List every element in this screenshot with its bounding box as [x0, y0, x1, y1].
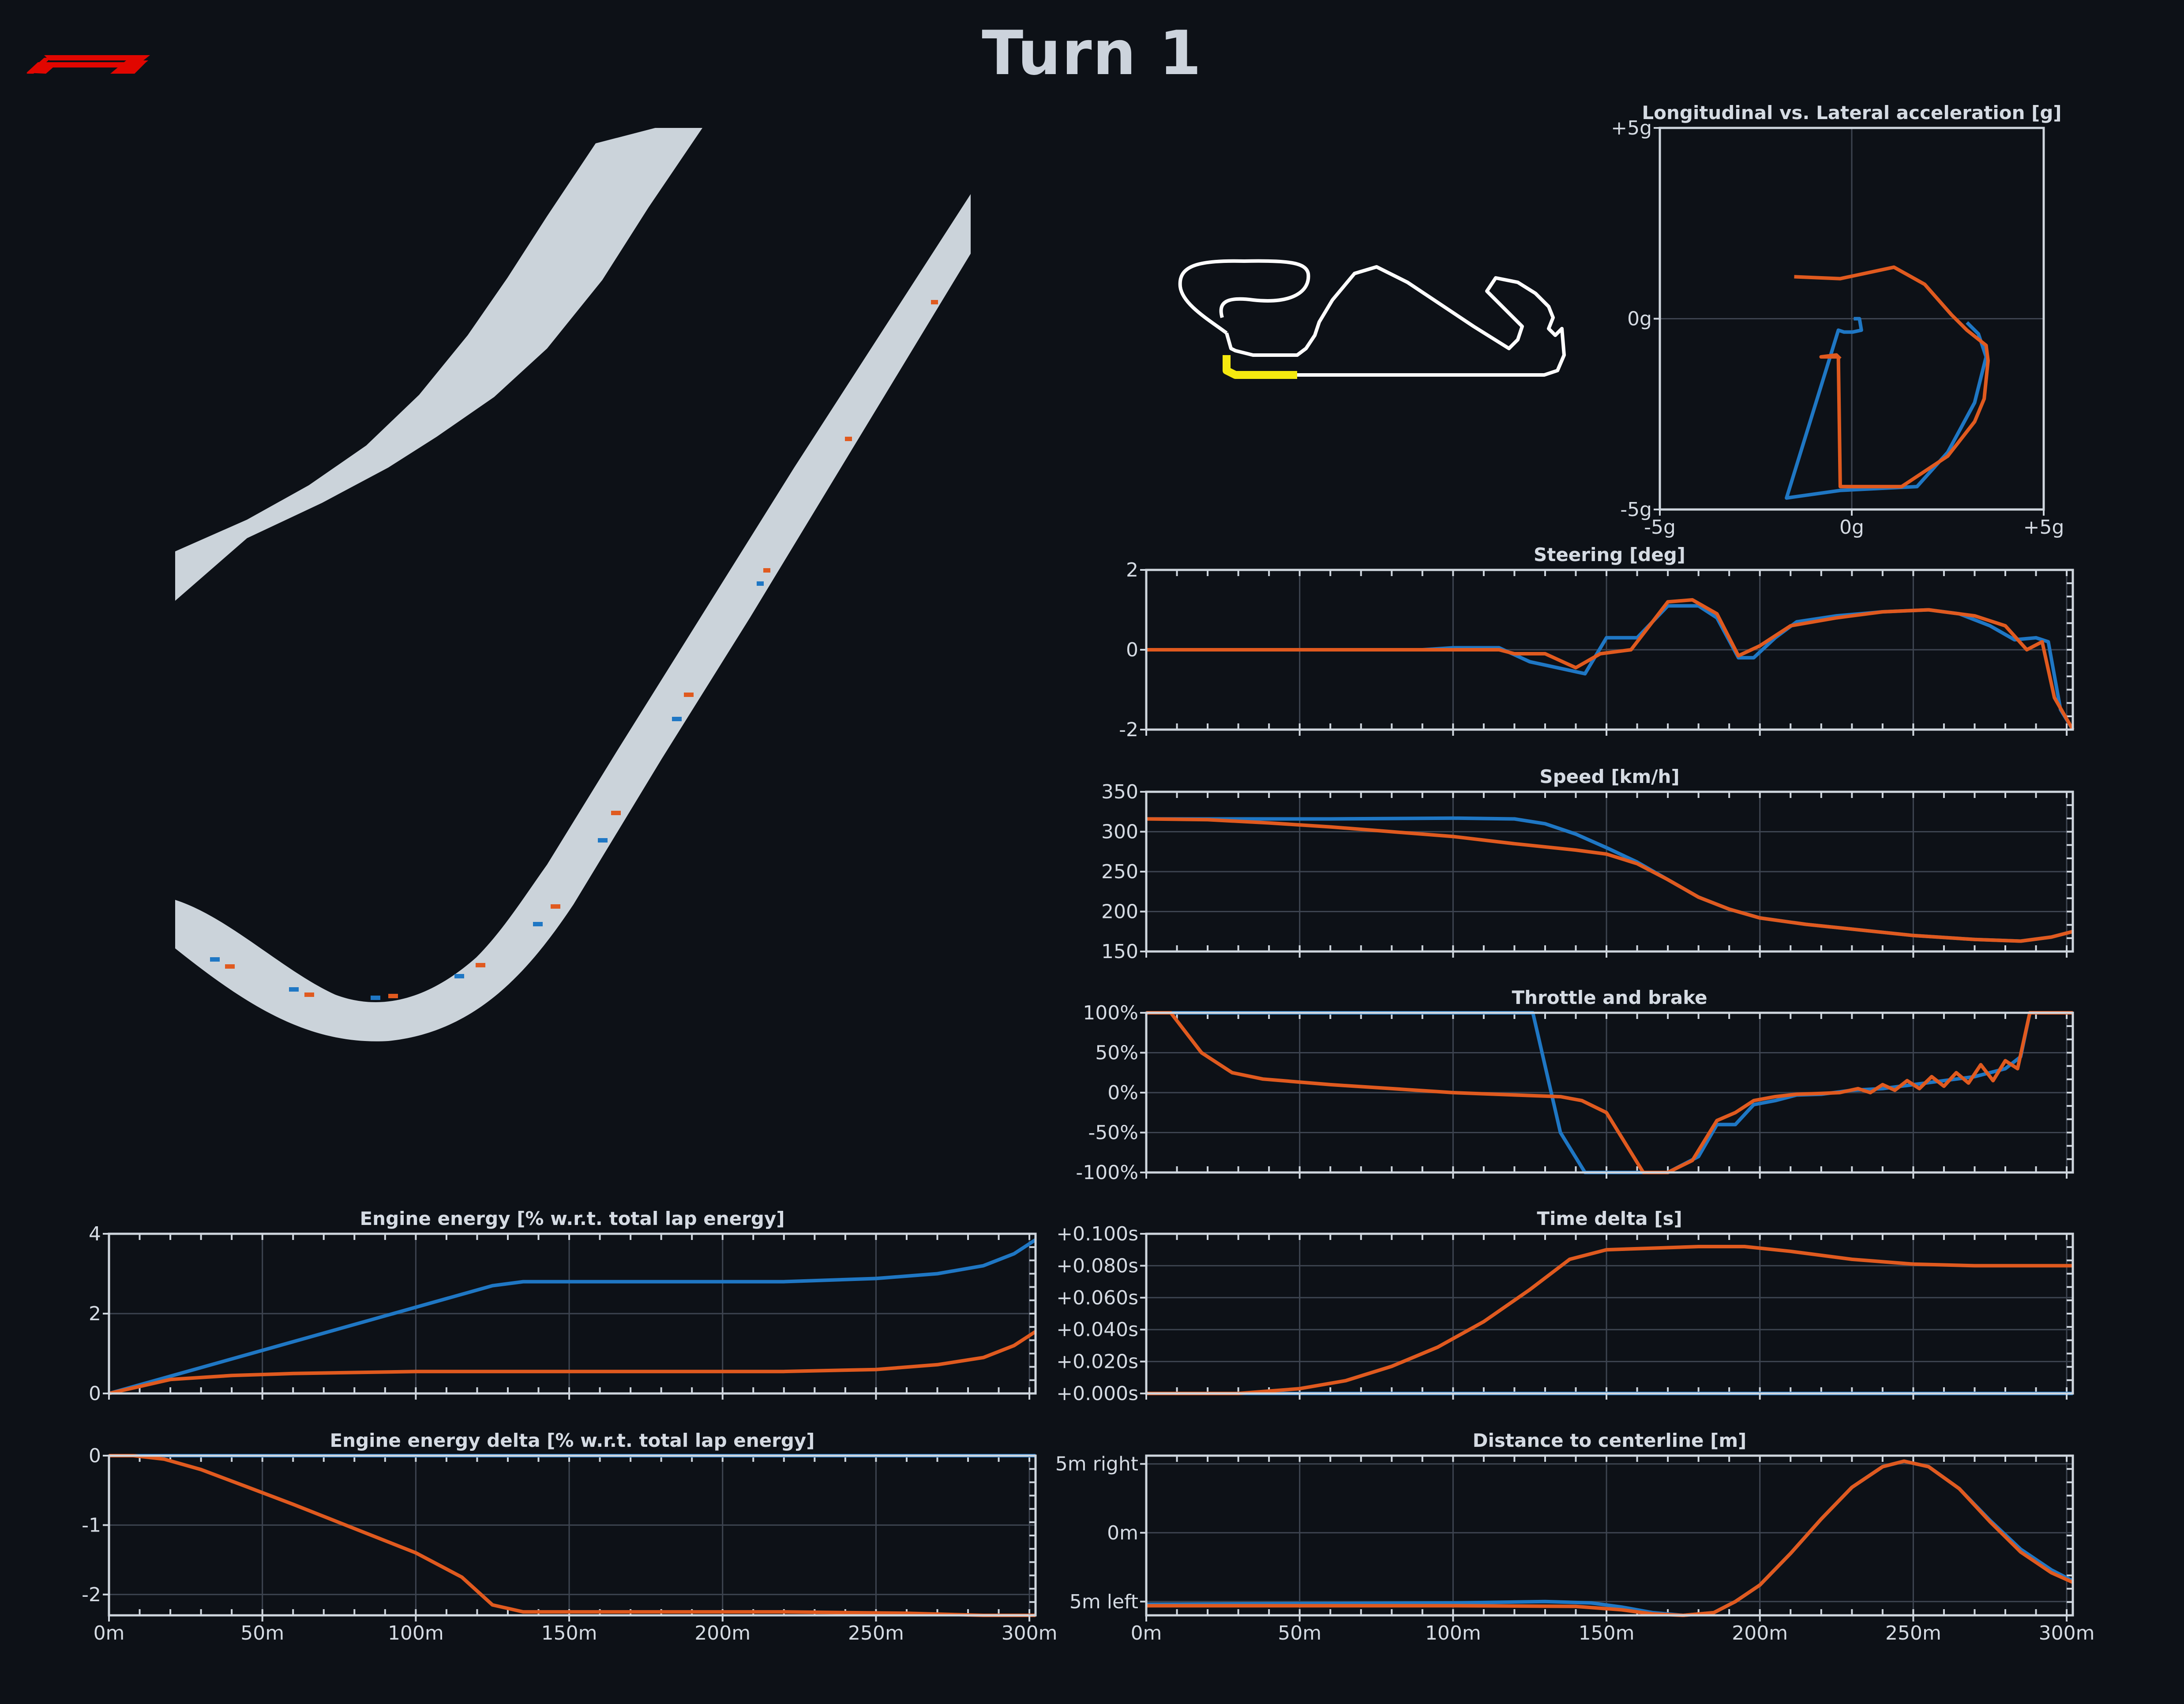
y-tick-label: 50%: [1095, 1042, 1138, 1064]
y-tick-label: 0%: [1107, 1082, 1138, 1104]
plot-frame: [108, 1454, 1037, 1617]
y-tick-label: 5m right: [1055, 1453, 1138, 1476]
chart-title: Time delta [s]: [1537, 1208, 1682, 1229]
chart-throttle: Throttle and brake 100% 50% 0% -50% -100%: [1076, 987, 2074, 1184]
y-tick-label: +0.020s: [1056, 1351, 1138, 1373]
x-tick-label: 150m: [1579, 1622, 1635, 1644]
x-tick-label: 0m: [1131, 1622, 1162, 1644]
plot-frame: [1145, 1232, 2074, 1395]
y-tick-label: -5g: [1620, 498, 1652, 521]
x-tick-label: 300m: [1002, 1622, 1058, 1644]
series-line-driver_a: [1146, 816, 2074, 943]
y-tick-label: -100%: [1076, 1161, 1138, 1184]
y-tick-label: 2: [1126, 559, 1138, 581]
x-tick-label: -5g: [1644, 516, 1676, 539]
y-tick-label: 0: [89, 1382, 101, 1405]
y-tick-label: 2: [89, 1303, 101, 1325]
y-tick-label: +0.060s: [1056, 1287, 1138, 1309]
x-tick-label: 150m: [541, 1622, 597, 1644]
chart-gg: Longitudinal vs. Lateral acceleration [g…: [1611, 102, 2064, 539]
y-tick-label: 0: [1126, 639, 1138, 661]
chart-title: Steering [deg]: [1534, 544, 1685, 566]
y-tick-label: +0.080s: [1056, 1255, 1138, 1277]
series-line-driver_a: [1146, 604, 2075, 731]
y-tick-label: 250: [1101, 861, 1138, 883]
y-tick-label: +0.100s: [1056, 1223, 1138, 1245]
chart-title: Engine energy delta [% w.r.t. total lap …: [330, 1430, 814, 1451]
y-tick-label: 200: [1101, 901, 1138, 923]
series-line-driver_b: [1146, 1459, 2074, 1617]
page-title: Turn 1: [982, 18, 1202, 89]
track-map: [175, 128, 971, 1041]
chart-title: Engine energy [% w.r.t. total lap energy…: [360, 1208, 784, 1229]
chart-speed: Speed [km/h] 350 300 250 200 150: [1101, 766, 2074, 963]
car-markers: [210, 300, 938, 1000]
series-line-driver_b: [109, 1454, 1036, 1617]
x-tick-label: 200m: [1732, 1622, 1788, 1644]
series-line-driver_b: [1146, 817, 2074, 943]
x-tick-label: 250m: [848, 1622, 904, 1644]
chart-timedelta: Time delta [s] +0.100s +0.080s +0.060s +0.04…: [1056, 1208, 2074, 1405]
circuit-outline: [1178, 259, 1566, 379]
chart-steering: Steering [deg] 2 0 -2: [1119, 544, 2075, 741]
chart-title: Longitudinal vs. Lateral acceleration [g…: [1642, 102, 2061, 124]
x-tick-label: 250m: [1885, 1622, 1941, 1644]
series-line-driver_b: [1146, 1011, 2073, 1174]
series-line-driver_a: [1785, 317, 1988, 500]
turn-1-highlight: [1223, 355, 1297, 379]
y-tick-label: -50%: [1088, 1122, 1138, 1144]
series-line-driver_b: [1146, 1245, 2073, 1395]
series-line-driver_a: [108, 1238, 1037, 1395]
x-tick-label: 100m: [388, 1622, 444, 1644]
y-tick-label: 0m: [1107, 1522, 1138, 1544]
track-surface-main: [175, 165, 971, 1041]
series-line-driver_a: [1146, 1459, 2074, 1617]
y-tick-label: +0.040s: [1056, 1318, 1138, 1341]
plot-frame: [1145, 1454, 2074, 1617]
y-tick-label: 5m left: [1069, 1591, 1138, 1613]
x-tick-label: 50m: [1278, 1622, 1321, 1644]
y-tick-label: 4: [89, 1223, 101, 1245]
y-tick-label: 0g: [1627, 308, 1652, 330]
y-tick-label: 0: [89, 1445, 101, 1467]
y-tick-label: 350: [1101, 781, 1138, 803]
f1-logo-icon: [26, 55, 150, 74]
series-line-driver_b: [1146, 598, 2075, 730]
chart-energy: Engine energy [% w.r.t. total lap energy…: [89, 1208, 1037, 1405]
x-tick-label: 0g: [1839, 516, 1864, 539]
chart-title: Speed [km/h]: [1539, 766, 1679, 787]
y-tick-label: 150: [1101, 940, 1138, 963]
car-marker-driver-b: [225, 300, 938, 998]
chart-energydelta: Engine energy delta [% w.r.t. total lap …: [82, 1430, 1057, 1644]
y-tick-label: +0.000s: [1056, 1382, 1138, 1405]
y-tick-label: -2: [1119, 719, 1138, 741]
x-tick-label: 100m: [1425, 1622, 1481, 1644]
series-line-driver_b: [1794, 265, 1990, 489]
series-line-driver_b: [109, 1330, 1037, 1395]
x-tick-label: 0m: [94, 1622, 125, 1644]
x-tick-label: 300m: [2039, 1622, 2095, 1644]
track-surface: [175, 128, 702, 601]
y-tick-label: 100%: [1083, 1002, 1138, 1024]
car-marker-driver-a: [210, 581, 764, 1000]
y-tick-label: -2: [82, 1584, 101, 1606]
y-tick-label: +5g: [1611, 117, 1652, 139]
x-tick-label: 200m: [694, 1622, 751, 1644]
x-tick-label: +5g: [2023, 516, 2064, 539]
chart-title: Distance to centerline [m]: [1473, 1430, 1747, 1451]
y-tick-label: 300: [1101, 821, 1138, 843]
y-tick-label: -1: [82, 1514, 101, 1536]
chart-centerline: Distance to centerline [m] 5m right 0m 5m l…: [1055, 1430, 2095, 1644]
x-tick-label: 50m: [240, 1622, 284, 1644]
chart-title: Throttle and brake: [1512, 987, 1707, 1008]
